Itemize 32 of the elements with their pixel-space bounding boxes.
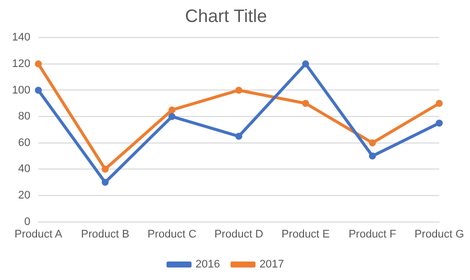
point xyxy=(34,86,42,94)
point xyxy=(368,139,376,146)
y-tick-label: 100 xyxy=(12,84,30,96)
point xyxy=(302,60,310,68)
x-tick-label: Product B xyxy=(81,228,130,240)
y-tick-label: 120 xyxy=(12,58,30,70)
point xyxy=(102,178,109,186)
y-tick-label: 20 xyxy=(18,190,30,202)
x-tick-label: Product G xyxy=(414,228,464,240)
chart-title: Chart Title xyxy=(184,6,268,26)
point xyxy=(302,100,310,107)
y-tick-label: 140 xyxy=(12,32,30,44)
x-tick-label: Product E xyxy=(281,228,330,240)
point xyxy=(368,152,376,160)
point xyxy=(436,120,443,127)
x-tick-label: Product A xyxy=(14,228,63,240)
point xyxy=(168,106,176,114)
point xyxy=(436,100,443,107)
y-tick-label: 60 xyxy=(18,136,30,149)
x-tick-label: Product F xyxy=(348,228,397,240)
y-tick-label: 80 xyxy=(18,110,30,123)
point xyxy=(34,60,42,68)
legend-label: 2017 xyxy=(260,258,284,271)
point xyxy=(235,86,242,94)
legend-label: 2016 xyxy=(196,258,220,271)
y-tick-label: 0 xyxy=(24,216,30,228)
x-tick-label: Product D xyxy=(214,228,264,240)
point xyxy=(235,132,242,140)
x-tick-label: Product C xyxy=(148,228,196,240)
y-tick-label: 40 xyxy=(18,163,30,176)
point xyxy=(102,166,109,173)
point xyxy=(168,113,176,120)
